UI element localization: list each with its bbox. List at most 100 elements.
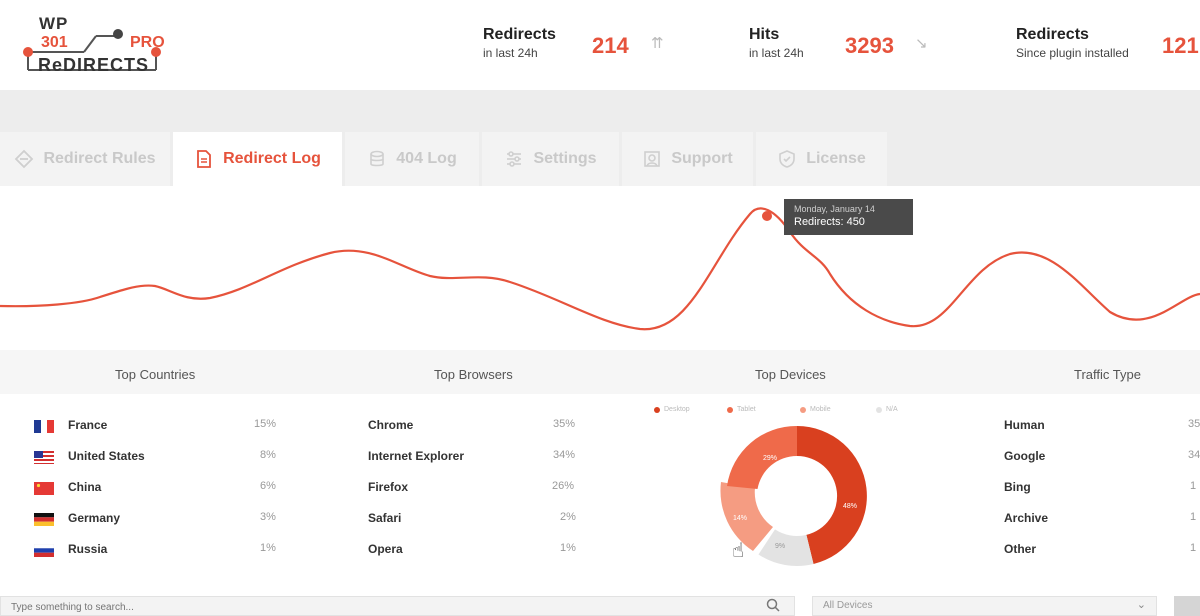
top-countries-title: Top Countries: [115, 367, 196, 382]
browser-row: Safari 2%: [0, 511, 600, 529]
tab-404-log[interactable]: 404 Log: [345, 132, 479, 186]
stats-section-header: [0, 350, 1200, 394]
legend-tablet[interactable]: Tablet: [727, 406, 756, 413]
tab-settings[interactable]: Settings: [482, 132, 619, 186]
flag-france-icon: [34, 420, 54, 433]
browser-name: Internet Explorer: [368, 449, 465, 463]
traffic-row: Other 1: [0, 542, 1200, 560]
country-pct: 1%: [260, 542, 276, 554]
traffic-row: Human 35: [0, 418, 1200, 436]
top-devices-title: Top Devices: [755, 367, 826, 382]
search-box[interactable]: [0, 596, 795, 616]
country-row: China 6%: [0, 480, 300, 498]
browser-name: Safari: [368, 511, 402, 525]
shield-check-icon: [779, 150, 796, 168]
traffic-pct: 34: [1188, 449, 1200, 461]
flag-usa-icon: [34, 451, 54, 464]
stat-sub: Since plugin installed: [1016, 46, 1129, 60]
donut-slice-na[interactable]: [758, 529, 814, 566]
search-input[interactable]: [1, 599, 761, 616]
sliders-icon: [507, 151, 522, 167]
tab-support[interactable]: Support: [622, 132, 753, 186]
top-browsers-title: Top Browsers: [434, 367, 513, 382]
stat-label: Hits: [749, 26, 780, 43]
country-row: Russia 1%: [0, 542, 300, 560]
header: WP 301 PRO ReDIRECTS Redirects in last 2…: [0, 0, 1200, 90]
traffic-row: Bing 1: [0, 480, 1200, 498]
stat-value: 121: [1162, 33, 1199, 58]
browser-row: Chrome 35%: [0, 418, 600, 436]
tab-label: 404 Log: [396, 150, 457, 167]
traffic-name: Human: [1004, 418, 1045, 432]
legend-dot: [654, 406, 660, 413]
hand-cursor-icon: ☝: [732, 540, 745, 562]
country-pct: 6%: [260, 480, 276, 492]
legend-label: Tablet: [737, 406, 756, 413]
country-name: Russia: [68, 542, 108, 556]
browser-row: Internet Explorer 34%: [0, 449, 600, 467]
browser-pct: 26%: [552, 480, 575, 492]
stat-value: 214: [592, 33, 629, 58]
country-row: United States 8%: [0, 449, 300, 467]
browser-pct: 34%: [553, 449, 576, 461]
legend-label: Mobile: [810, 406, 831, 413]
stat-sub: in last 24h: [749, 46, 804, 60]
browser-pct: 1%: [560, 542, 576, 554]
tab-redirect-rules[interactable]: Redirect Rules: [0, 132, 170, 186]
donut-label-mobile: 14%: [733, 515, 747, 522]
flag-china-icon: [34, 482, 54, 495]
chart-highlight-point[interactable]: [762, 211, 772, 221]
redirects-line-chart[interactable]: [0, 186, 1200, 336]
logo-301: 301: [41, 34, 68, 51]
legend-na[interactable]: N/A: [876, 406, 898, 413]
device-filter-value: All Devices: [823, 600, 873, 611]
traffic-name: Archive: [1004, 511, 1049, 525]
country-pct: 15%: [254, 418, 277, 430]
legend-label: N/A: [886, 406, 898, 413]
donut-slice-mobile[interactable]: [720, 482, 773, 551]
flag-russia-icon: [34, 544, 54, 557]
donut-label-tablet: 29%: [763, 455, 777, 462]
device-filter-select[interactable]: All Devices ⌄: [812, 596, 1157, 616]
browser-name: Firefox: [368, 480, 409, 494]
traffic-pct: 35: [1188, 418, 1200, 430]
document-icon: [197, 150, 211, 168]
tab-license[interactable]: License: [756, 132, 887, 186]
stat-redirects-total: Redirects Since plugin installed 121: [1016, 26, 1200, 70]
tab-label: Settings: [533, 150, 597, 167]
database-icon: [370, 150, 385, 167]
browser-pct: 35%: [553, 418, 576, 430]
trend-up-icon: ⇈: [651, 35, 664, 52]
browser-name: Opera: [368, 542, 403, 556]
logo[interactable]: WP 301 PRO ReDIRECTS: [22, 12, 172, 80]
legend-desktop[interactable]: Desktop: [654, 406, 690, 413]
traffic-pct: 1: [1190, 511, 1197, 523]
traffic-pct: 1: [1190, 480, 1197, 492]
legend-label: Desktop: [664, 406, 690, 413]
filter-button[interactable]: [1174, 596, 1200, 616]
donut-slice-tablet[interactable]: [727, 425, 797, 489]
legend-dot: [727, 406, 733, 413]
browser-row: Opera 1%: [0, 542, 600, 560]
support-icon: [644, 151, 661, 167]
trend-down-icon: ↘: [915, 35, 928, 52]
country-name: France: [68, 418, 108, 432]
country-row: Germany 3%: [0, 511, 300, 529]
chevron-down-icon: ⌄: [1136, 599, 1146, 611]
donut-slice-desktop[interactable]: [797, 426, 867, 564]
tab-redirect-log[interactable]: Redirect Log: [173, 132, 342, 186]
browser-pct: 2%: [560, 511, 576, 523]
redirect-rules-icon: [15, 149, 34, 169]
traffic-type-title: Traffic Type: [1074, 367, 1141, 382]
tooltip-value: Redirects: 450: [794, 216, 865, 228]
tab-label: Redirect Log: [223, 150, 321, 167]
country-row: France 15%: [0, 418, 300, 436]
tab-label: License: [806, 150, 866, 167]
tab-label: Support: [671, 150, 733, 167]
country-pct: 8%: [260, 449, 276, 461]
flag-germany-icon: [34, 513, 54, 526]
legend-dot: [876, 406, 882, 413]
devices-donut-chart[interactable]: 29% 48% 14% 9%: [715, 424, 875, 574]
traffic-row: Google 34: [0, 449, 1200, 467]
legend-mobile[interactable]: Mobile: [800, 406, 831, 413]
